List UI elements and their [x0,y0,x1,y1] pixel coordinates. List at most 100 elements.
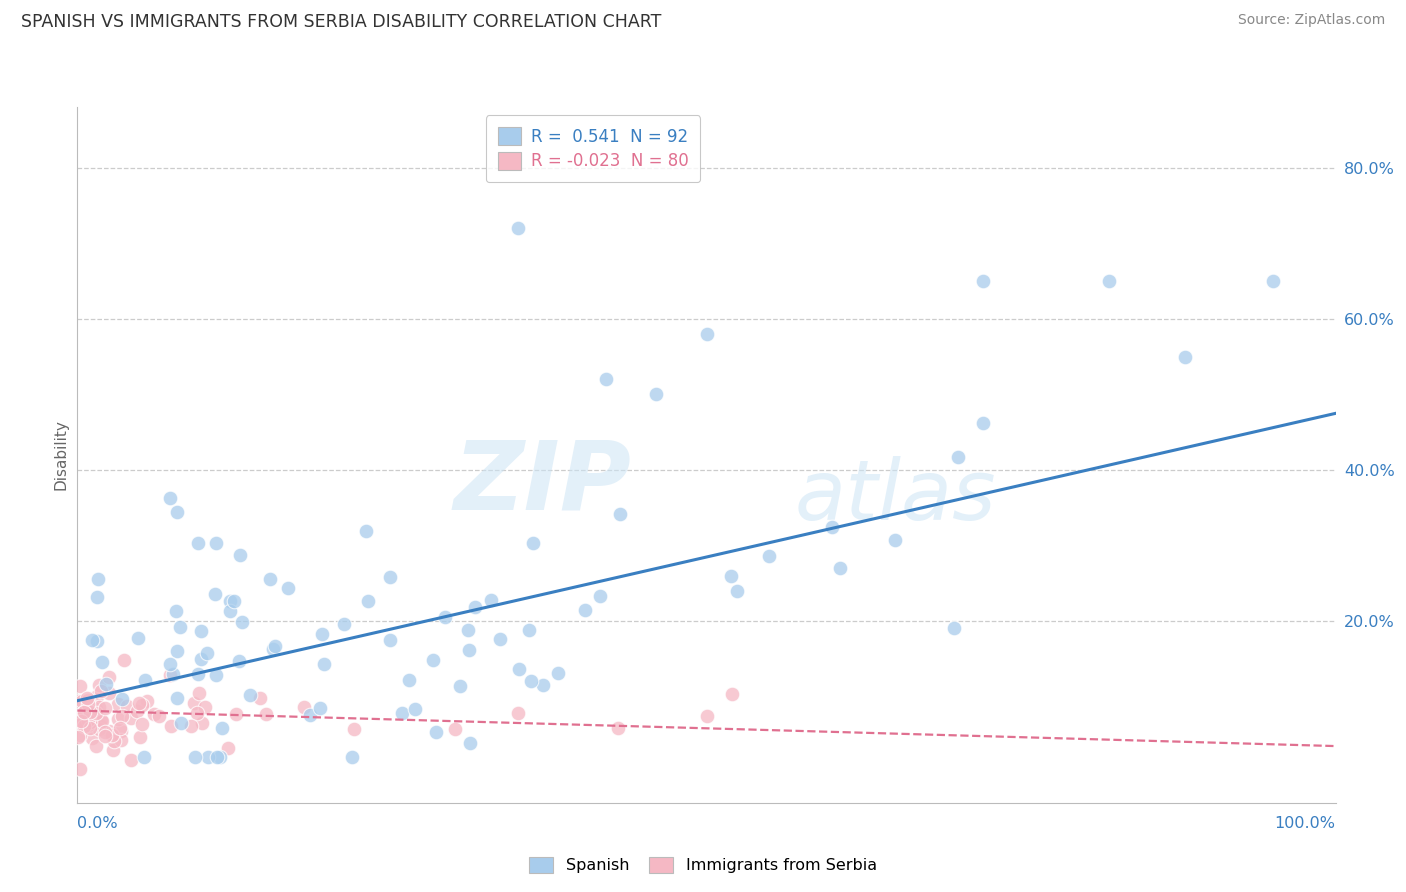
Point [425,724,447,739]
Point [84,702,107,716]
Point [159,491,181,505]
Text: 100.0%: 100.0% [1275,816,1336,831]
Point [464,599,486,614]
Point [87,722,110,736]
Text: ZIP: ZIP [453,436,631,529]
Point [479,593,502,607]
Text: atlas: atlas [794,456,997,537]
Point [547,666,569,681]
Point [595,372,617,386]
Point [84,706,107,720]
Point [211,721,233,735]
Point [108,721,131,735]
Point [90,714,112,728]
Point [191,716,214,731]
Point [134,673,156,688]
Point [117,698,139,713]
Point [93,729,115,743]
Point [98,686,121,700]
Point [79,715,101,730]
Point [90,719,112,733]
Point [239,689,262,703]
Point [292,699,315,714]
Point [131,698,153,712]
Point [162,666,184,681]
Point [645,387,668,401]
Text: Source: ZipAtlas.com: Source: ZipAtlas.com [1237,13,1385,28]
Point [86,590,108,604]
Point [73,719,96,733]
Point [82,731,104,745]
Point [449,679,471,693]
Point [972,417,994,431]
Point [70,714,93,729]
Point [217,741,239,756]
Point [69,679,91,693]
Point [972,274,994,288]
Point [67,730,90,744]
Point [228,654,250,668]
Point [131,716,153,731]
Point [340,750,363,764]
Point [506,221,529,235]
Point [94,677,117,691]
Point [607,721,630,735]
Point [404,702,426,716]
Point [73,715,96,730]
Point [129,731,152,745]
Point [169,620,191,634]
Point [458,736,481,750]
Point [1098,274,1121,288]
Point [186,706,208,721]
Point [73,706,96,720]
Point [86,689,108,703]
Point [67,694,90,708]
Point [343,722,366,736]
Point [224,594,246,608]
Point [169,716,191,731]
Point [125,704,148,718]
Point [180,719,202,733]
Point [356,594,378,608]
Point [333,616,356,631]
Point [391,706,413,721]
Point [264,639,287,653]
Point [194,700,217,714]
Point [110,733,132,747]
Point [187,667,209,681]
Point [433,610,456,624]
Point [488,632,510,646]
Point [249,691,271,706]
Point [517,623,540,637]
Point [91,655,114,669]
Point [195,647,218,661]
Legend: Spanish, Immigrants from Serbia: Spanish, Immigrants from Serbia [523,850,883,880]
Point [422,653,444,667]
Point [574,603,596,617]
Point [69,762,91,776]
Point [79,705,101,719]
Point [190,624,212,639]
Point [76,690,98,705]
Point [298,708,321,723]
Point [309,701,332,715]
Point [183,696,205,710]
Point [120,711,142,725]
Point [720,569,742,583]
Point [229,548,252,562]
Point [204,587,226,601]
Point [73,705,96,719]
Point [135,694,157,708]
Point [378,570,401,584]
Point [142,706,165,721]
Point [259,572,281,586]
Point [127,631,149,645]
Text: 0.0%: 0.0% [77,816,118,831]
Point [82,633,104,648]
Point [166,644,188,658]
Point [506,706,529,721]
Point [69,728,91,742]
Point [725,584,748,599]
Point [76,718,98,732]
Point [90,713,112,727]
